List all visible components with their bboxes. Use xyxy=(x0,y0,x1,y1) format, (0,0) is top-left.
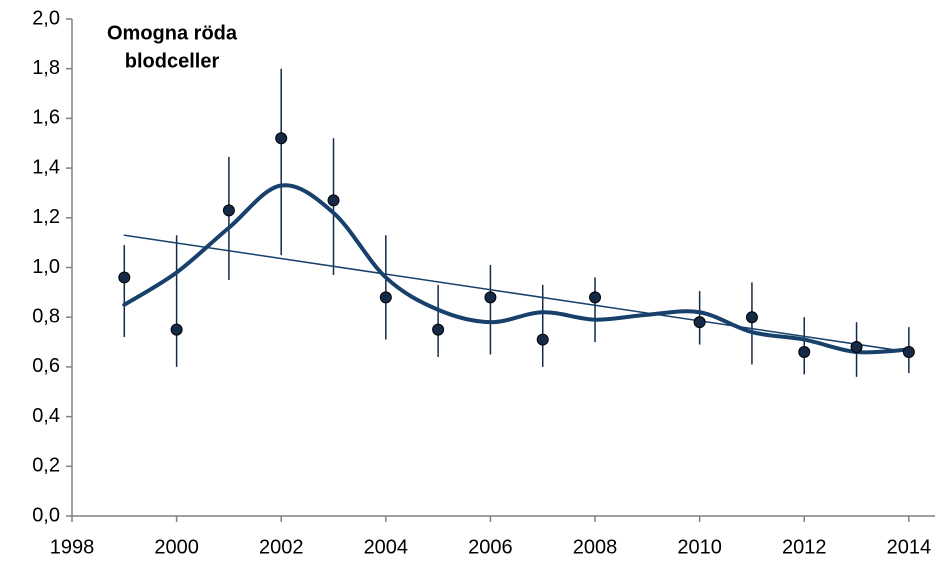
x-tick-label: 1998 xyxy=(50,536,95,558)
data-point xyxy=(379,291,392,304)
data-point xyxy=(798,345,811,358)
data-point xyxy=(693,316,706,329)
y-tick-label: 0,6 xyxy=(32,355,60,377)
data-point xyxy=(589,291,602,304)
data-point xyxy=(850,341,863,354)
data-point xyxy=(536,333,549,346)
chart-title: blodceller xyxy=(125,50,220,72)
x-tick-label: 2006 xyxy=(468,536,513,558)
x-tick-label: 2002 xyxy=(259,536,304,558)
x-tick-label: 2008 xyxy=(573,536,618,558)
y-tick-label: 1,8 xyxy=(32,57,60,79)
data-point xyxy=(902,345,915,358)
y-tick-label: 1,4 xyxy=(32,156,60,178)
x-tick-label: 2012 xyxy=(782,536,827,558)
y-tick-label: 2,0 xyxy=(32,7,60,29)
chart-title: Omogna röda xyxy=(107,22,238,44)
data-point xyxy=(118,271,131,284)
y-tick-label: 0,2 xyxy=(32,455,60,477)
trend-line xyxy=(123,234,910,353)
y-tick-label: 1,0 xyxy=(32,256,60,278)
y-tick-label: 1,2 xyxy=(32,206,60,228)
data-point xyxy=(222,204,235,217)
x-tick-label: 2004 xyxy=(364,536,409,558)
y-tick-label: 0,0 xyxy=(32,504,60,526)
x-tick-label: 2010 xyxy=(677,536,722,558)
x-tick-label: 2014 xyxy=(887,536,932,558)
x-tick-label: 2000 xyxy=(154,536,199,558)
y-tick-label: 1,6 xyxy=(32,107,60,129)
data-point xyxy=(432,323,445,336)
y-tick-label: 0,4 xyxy=(32,405,60,427)
data-point xyxy=(170,323,183,336)
data-point xyxy=(484,291,497,304)
data-point xyxy=(745,311,758,324)
y-tick-label: 0,8 xyxy=(32,305,60,327)
smooth-line xyxy=(122,183,911,355)
data-point xyxy=(327,194,340,207)
data-point xyxy=(275,132,288,145)
